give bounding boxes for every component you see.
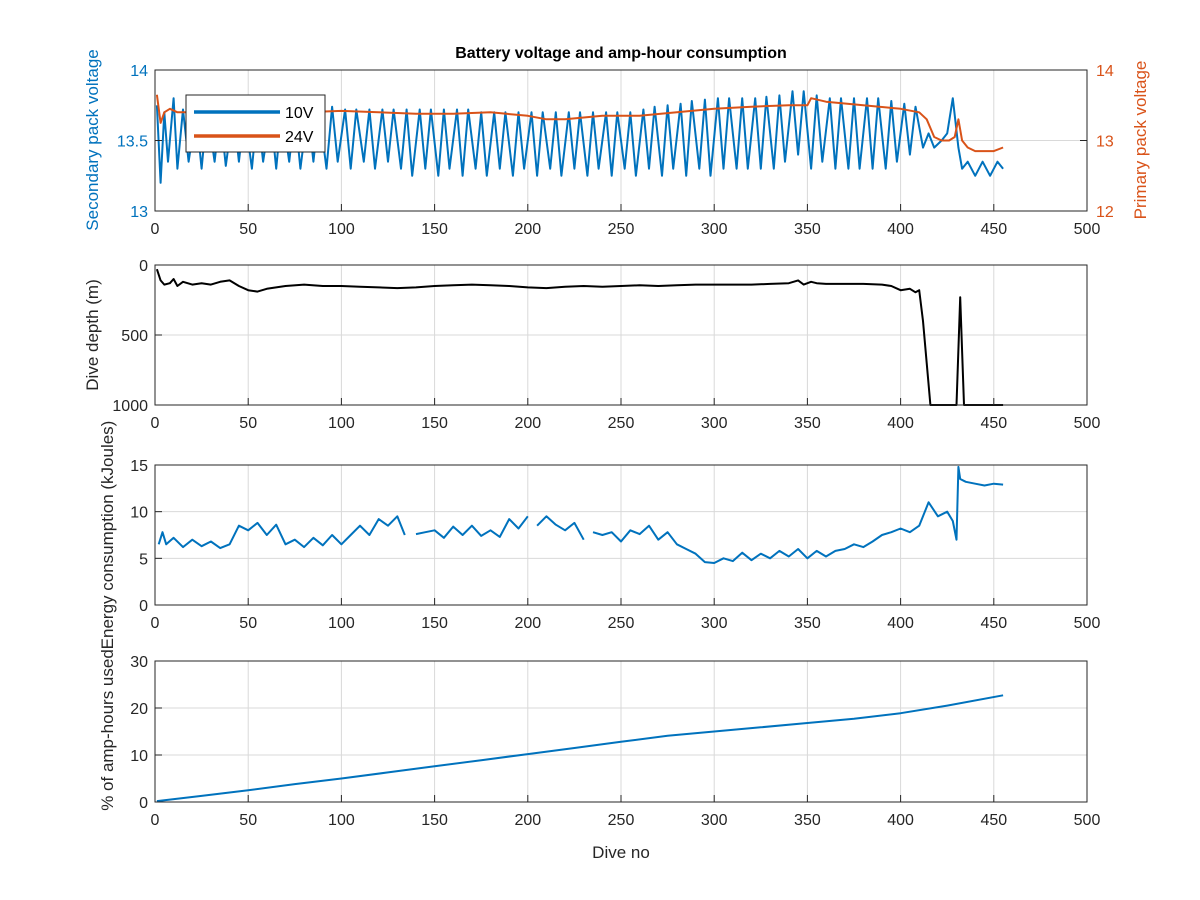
x-tick-label: 0	[151, 415, 160, 432]
y-right-tick-label: 13	[1096, 134, 1114, 151]
x-tick-label: 350	[794, 615, 821, 632]
legend: 10V 24V	[185, 94, 326, 153]
y-tick-label: 1000	[112, 398, 148, 415]
y-tick-label: 0	[139, 795, 148, 812]
x-tick-label: 250	[608, 221, 635, 238]
x-tick-label: 500	[1074, 615, 1101, 632]
x-tick-label: 300	[701, 221, 728, 238]
y-tick-label: 13	[130, 204, 148, 221]
x-tick-label: 450	[980, 812, 1007, 829]
y-right-tick-label: 14	[1096, 63, 1114, 80]
series-group	[157, 465, 1004, 564]
x-tick-label: 250	[608, 415, 635, 432]
x-tick-label: 50	[239, 615, 257, 632]
x-tick-label: 50	[239, 415, 257, 432]
y-tick-label: 20	[130, 701, 148, 718]
y-tick-label: 0	[139, 258, 148, 275]
x-tick-label: 100	[328, 415, 355, 432]
amp-hours-panel: 0 50 100 150 200 250 300 350 400 450 500 0 10 20 30	[130, 654, 1100, 829]
y-right-tick-label: 12	[1096, 204, 1114, 221]
y-tick-label: 15	[130, 458, 148, 475]
x-tick-label: 150	[421, 615, 448, 632]
y-tick-label: 5	[139, 551, 148, 568]
x-tick-label: 200	[514, 615, 541, 632]
x-tick-label: 150	[421, 415, 448, 432]
x-tick-label: 400	[887, 221, 914, 238]
x-tick-label: 500	[1074, 221, 1101, 238]
x-tick-label: 250	[608, 812, 635, 829]
x-tick-label: 400	[887, 615, 914, 632]
series-line-10v	[155, 90, 1004, 184]
x-tick-label: 450	[980, 221, 1007, 238]
legend-label-24v: 24V	[285, 129, 314, 146]
energy-panel: 0 50 100 150 200 250 300 350 400 450 500 0 5 10 15	[130, 458, 1100, 632]
x-tick-label: 400	[887, 812, 914, 829]
y-axis-label-dive-depth: Dive depth (m)	[83, 279, 102, 390]
y-tick-label: 14	[130, 63, 148, 80]
depth-panel: 0 50 100 150 200 250 300 350 400 450 500 0 500 1000	[112, 258, 1100, 432]
x-tick-label: 0	[151, 615, 160, 632]
x-tick-label: 350	[794, 415, 821, 432]
x-tick-label: 500	[1074, 415, 1101, 432]
series-group	[156, 694, 1004, 803]
x-tick-label: 100	[328, 615, 355, 632]
y-axis-label-energy: Energy consumption (kJoules)	[98, 421, 117, 650]
x-tick-label: 300	[701, 812, 728, 829]
x-tick-label: 450	[980, 415, 1007, 432]
y-axis-label-primary-voltage: Primary pack voltage	[1131, 61, 1150, 220]
x-axis-label: Dive no	[592, 843, 650, 862]
x-tick-label: 300	[701, 615, 728, 632]
x-tick-label: 350	[794, 812, 821, 829]
x-tick-label: 50	[239, 812, 257, 829]
x-tick-label: 50	[239, 221, 257, 238]
x-tick-label: 200	[514, 812, 541, 829]
x-tick-label: 100	[328, 812, 355, 829]
x-tick-label: 0	[151, 812, 160, 829]
y-tick-label: 500	[121, 328, 148, 345]
x-tick-label: 450	[980, 615, 1007, 632]
y-tick-label: 10	[130, 505, 148, 522]
legend-box	[185, 94, 326, 153]
x-tick-label: 200	[514, 415, 541, 432]
x-tick-label: 300	[701, 415, 728, 432]
y-tick-label: 0	[139, 598, 148, 615]
x-tick-label: 150	[421, 221, 448, 238]
y-tick-label: 30	[130, 654, 148, 671]
chart-title: Battery voltage and amp-hour consumption	[455, 45, 787, 62]
series-line-2-0	[157, 465, 1004, 564]
series-line-3-0	[156, 694, 1004, 803]
x-tick-label: 200	[514, 221, 541, 238]
x-tick-label: 500	[1074, 812, 1101, 829]
y-tick-label: 10	[130, 748, 148, 765]
y-axis-label-amp-hours: % of amp-hours used	[98, 649, 117, 811]
x-tick-label: 400	[887, 415, 914, 432]
legend-label-10v: 10V	[285, 105, 314, 122]
x-tick-label: 100	[328, 221, 355, 238]
y-tick-label: 13.5	[117, 134, 148, 151]
x-tick-label: 350	[794, 221, 821, 238]
x-tick-label: 0	[151, 221, 160, 238]
y-axis-label-secondary-voltage: Secondary pack voltage	[83, 49, 102, 230]
x-tick-label: 250	[608, 615, 635, 632]
x-tick-label: 150	[421, 812, 448, 829]
